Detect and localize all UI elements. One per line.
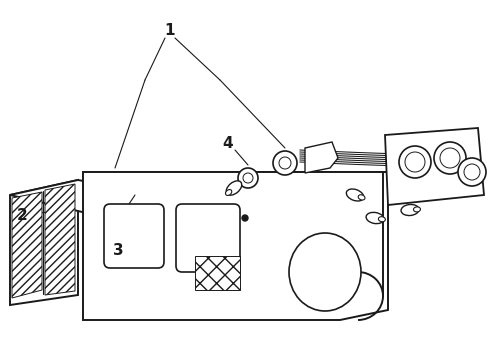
Circle shape xyxy=(464,164,480,180)
Ellipse shape xyxy=(226,181,242,195)
FancyBboxPatch shape xyxy=(176,204,240,272)
Circle shape xyxy=(434,142,466,174)
Polygon shape xyxy=(12,192,42,298)
Polygon shape xyxy=(10,180,160,215)
Circle shape xyxy=(243,173,253,183)
Ellipse shape xyxy=(346,189,364,201)
Circle shape xyxy=(440,148,460,168)
Polygon shape xyxy=(195,256,240,290)
Polygon shape xyxy=(385,128,484,205)
Circle shape xyxy=(238,168,258,188)
Ellipse shape xyxy=(378,217,385,222)
Text: 1: 1 xyxy=(165,23,175,37)
Polygon shape xyxy=(305,142,338,173)
Circle shape xyxy=(405,152,425,172)
Text: 4: 4 xyxy=(222,135,233,150)
Polygon shape xyxy=(10,180,78,305)
Ellipse shape xyxy=(225,190,232,195)
Ellipse shape xyxy=(289,233,361,311)
Circle shape xyxy=(458,158,486,186)
Circle shape xyxy=(399,146,431,178)
Text: 2: 2 xyxy=(17,207,27,222)
FancyBboxPatch shape xyxy=(104,204,164,268)
Ellipse shape xyxy=(414,207,420,212)
Ellipse shape xyxy=(401,204,419,216)
Polygon shape xyxy=(83,172,388,188)
Circle shape xyxy=(273,151,297,175)
Ellipse shape xyxy=(358,195,365,200)
Polygon shape xyxy=(83,172,388,320)
Text: 3: 3 xyxy=(113,243,123,257)
Polygon shape xyxy=(45,184,75,295)
Ellipse shape xyxy=(366,212,384,224)
Circle shape xyxy=(242,215,248,221)
Circle shape xyxy=(279,157,291,169)
